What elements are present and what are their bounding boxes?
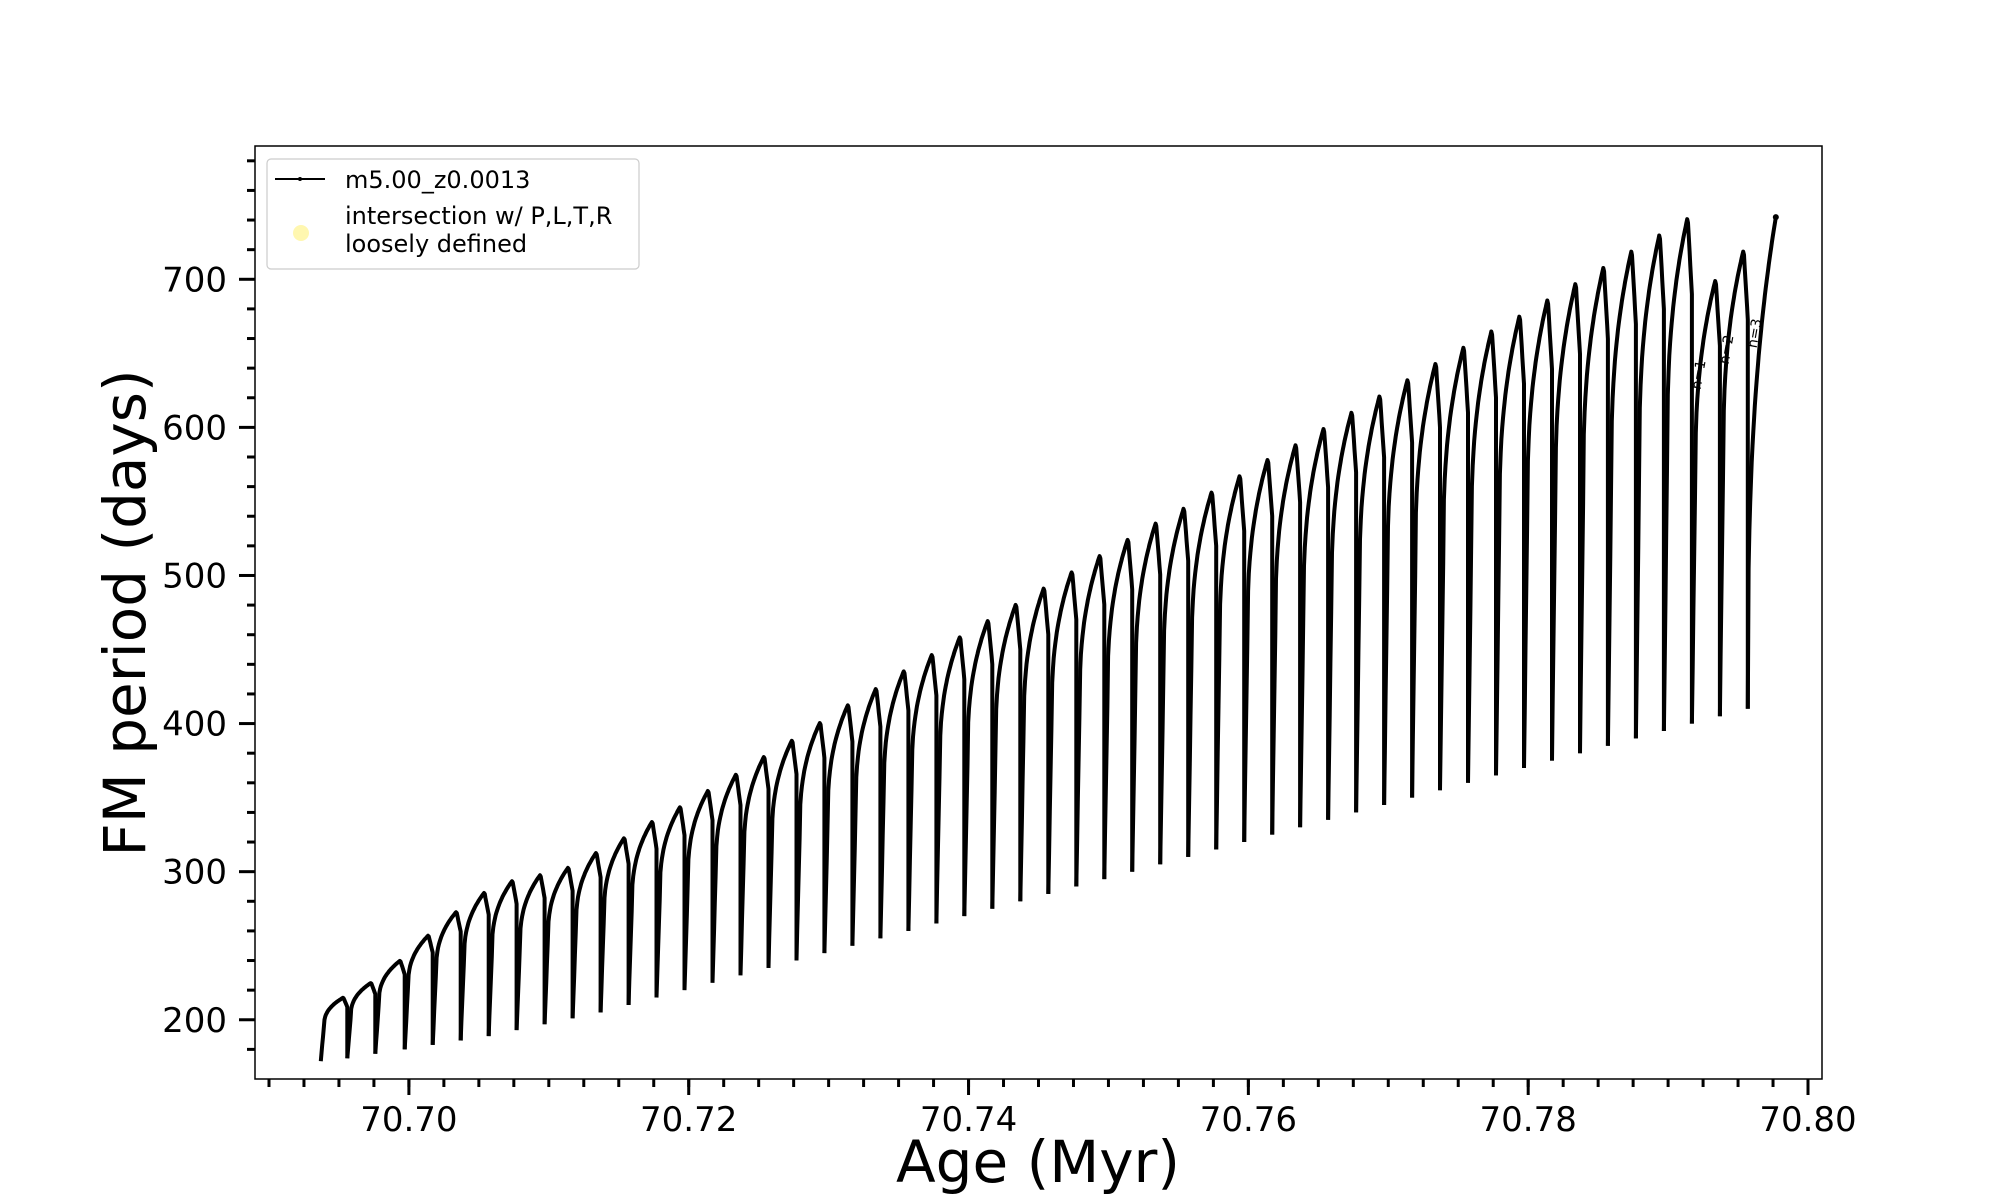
series-cycle-line (990, 602, 1023, 909)
x-tick-label: 70.78 (1480, 1100, 1577, 1140)
series-cycle-line (738, 755, 771, 976)
series-cycle-line (430, 910, 463, 1045)
pulse-number-annotation: n=2 (1717, 334, 1738, 366)
series-cycle-line (654, 805, 687, 998)
series-cycle-line (514, 873, 547, 1031)
x-tick-label: 70.76 (1200, 1100, 1297, 1140)
series-cycle-line (1354, 394, 1387, 813)
x-axis-title: Age (Myr) (896, 1128, 1180, 1196)
legend-label-intersection-line2: loosely defined (345, 230, 527, 258)
x-tick-label: 70.72 (640, 1100, 737, 1140)
series-cycle-line (1410, 362, 1442, 798)
x-tick-label: 70.80 (1759, 1100, 1856, 1140)
series-cycle-line (1717, 249, 1750, 717)
series-cycle-line (794, 721, 827, 961)
series-cycle-line (1158, 506, 1191, 865)
y-tick-label: 200 (162, 1001, 227, 1041)
x-tick-label: 70.70 (360, 1100, 457, 1140)
series-cycle-line (962, 619, 995, 917)
series-cycle-line (1633, 233, 1666, 739)
series-cycle-line (458, 891, 491, 1041)
series-cycle-line (850, 687, 883, 946)
legend-dot-swatch (298, 177, 302, 181)
pulse-number-annotation: n=3 (1745, 317, 1766, 349)
pulse-number-annotation: n=1 (1689, 359, 1710, 391)
series-cycle-line (626, 820, 659, 1006)
y-tick-label: 700 (162, 260, 227, 300)
series-cycle-line (1605, 249, 1638, 746)
series-cycle-line (1382, 378, 1415, 806)
series-cycle-line (598, 836, 631, 1013)
series-cycle-line (1438, 345, 1470, 791)
legend-box (266, 158, 640, 270)
series-cycle-line (682, 789, 715, 991)
series-cycle-line (486, 879, 519, 1037)
series-cycle-line (1745, 216, 1778, 709)
series-cycle-line (934, 635, 967, 924)
series-cycle-line (710, 772, 743, 983)
series-cycle-line (1074, 554, 1107, 887)
series-cycle-line (1326, 410, 1359, 820)
series-cycle-line (373, 958, 407, 1054)
series-layer (318, 214, 1779, 1062)
series-cycle-line (1270, 443, 1303, 835)
series-cycle-line (318, 995, 350, 1062)
y-axis-title: FM period (days) (91, 369, 159, 856)
series-cycle-line (1046, 570, 1079, 894)
y-tick-label: 500 (162, 556, 227, 596)
series-cycle-line (1661, 217, 1694, 732)
annotation-layer: n=1 n=2 n=3 (1689, 317, 1766, 390)
series-cycle-line (1186, 490, 1219, 857)
series-cycle-line (906, 653, 939, 931)
y-tick-label: 300 (162, 853, 227, 893)
legend: m5.00_z0.0013 intersection w/ P,L,T,R lo… (266, 158, 640, 270)
series-cycle-line (1018, 586, 1051, 902)
series-cycle-line (1466, 329, 1498, 783)
series-cycle-line (766, 738, 799, 968)
series-cycle-line (402, 933, 435, 1050)
series-end-point (1772, 214, 1779, 221)
series-cycle-line (570, 851, 603, 1019)
legend-label-intersection-line1: intersection w/ P,L,T,R (345, 202, 612, 230)
x-tick-label: 70.74 (920, 1100, 1017, 1140)
legend-label-series: m5.00_z0.0013 (345, 166, 530, 194)
series-cycle-line (878, 669, 911, 939)
y-tick-label: 600 (162, 408, 227, 448)
series-cycle-line (1522, 298, 1554, 769)
series-cycle-line (345, 981, 378, 1059)
series-cycle-line (542, 865, 575, 1025)
ticks-layer: 70.70 70.72 70.74 70.76 70.78 70.80 200 300 400 5… (162, 159, 1857, 1140)
series-cycle-line (1130, 521, 1163, 872)
series-cycle-line (822, 703, 855, 954)
series-cycle-line (1242, 458, 1275, 843)
series-cycle-line (1494, 314, 1526, 776)
legend-marker-swatch (293, 225, 309, 241)
series-cycle-line (1214, 474, 1247, 850)
series-cycle-line (1578, 266, 1610, 754)
series-cycle-line (1550, 282, 1582, 761)
series-cycle-line (1102, 537, 1135, 880)
series-cycle-line (1298, 427, 1331, 828)
y-tick-label: 400 (162, 705, 227, 745)
series-cycle-line (1689, 279, 1722, 724)
